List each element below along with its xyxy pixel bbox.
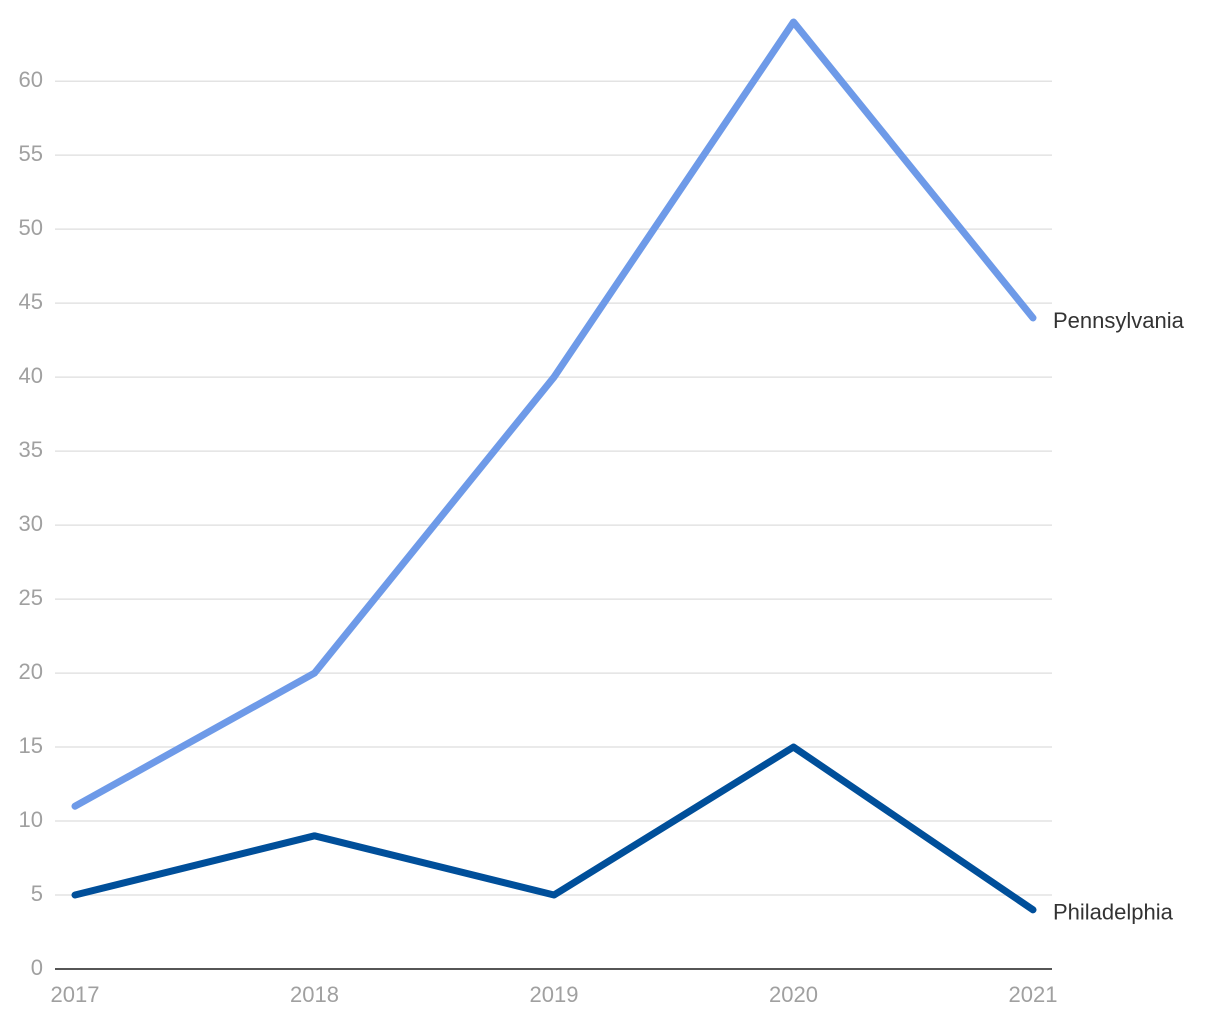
y-tick-label: 45 xyxy=(19,289,43,314)
y-tick-label: 25 xyxy=(19,585,43,610)
y-tick-label: 60 xyxy=(19,67,43,92)
x-tick-label: 2021 xyxy=(1009,982,1058,1007)
series-line xyxy=(71,18,1037,810)
x-tick-label: 2018 xyxy=(290,982,339,1007)
x-tick-label: 2019 xyxy=(530,982,579,1007)
y-tick-label: 10 xyxy=(19,807,43,832)
x-tick-label: 2017 xyxy=(51,982,100,1007)
y-tick-label: 0 xyxy=(31,955,43,980)
y-tick-label: 30 xyxy=(19,511,43,536)
y-tick-label: 55 xyxy=(19,141,43,166)
y-tick-label: 15 xyxy=(19,733,43,758)
y-tick-label: 35 xyxy=(19,437,43,462)
x-tick-label: 2020 xyxy=(769,982,818,1007)
y-tick-label: 5 xyxy=(31,881,43,906)
y-tick-label: 20 xyxy=(19,659,43,684)
series-label: Philadelphia xyxy=(1053,900,1174,925)
series-line xyxy=(71,743,1037,914)
y-tick-label: 40 xyxy=(19,363,43,388)
series-label: Pennsylvania xyxy=(1053,308,1185,333)
y-tick-label: 50 xyxy=(19,215,43,240)
